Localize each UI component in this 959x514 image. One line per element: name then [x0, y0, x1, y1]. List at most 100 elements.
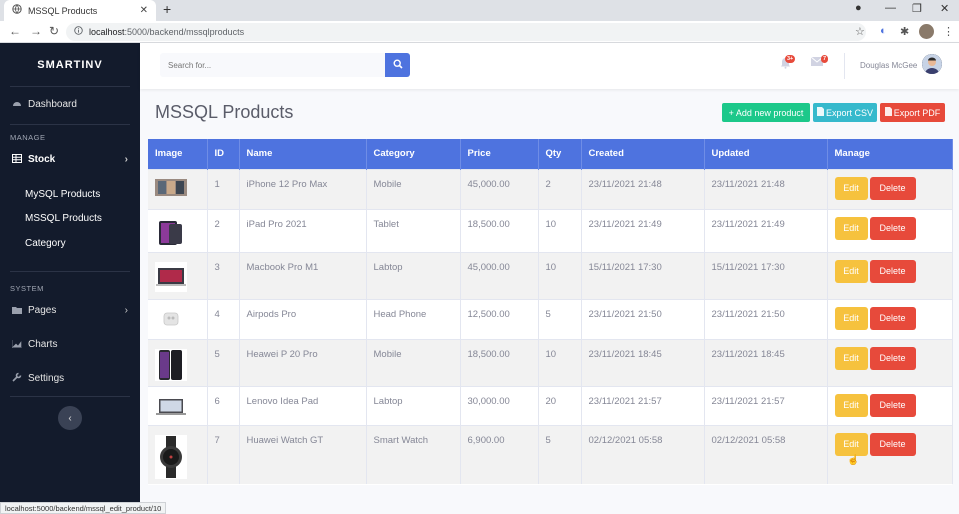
- user-avatar[interactable]: [922, 54, 942, 74]
- edit-button[interactable]: Edit: [834, 176, 868, 200]
- extension-logo-icon[interactable]: ◐: [880, 25, 887, 37]
- column-header[interactable]: ID: [207, 139, 240, 169]
- sidebar-item-category[interactable]: Category: [25, 238, 66, 249]
- column-header[interactable]: Created: [581, 139, 705, 169]
- ipad-thumbnail: [155, 218, 207, 249]
- table-row: 6 Lenovo Idea Pad Labtop 30,000.00 20 23…: [148, 385, 953, 425]
- tab-search-icon[interactable]: ●: [855, 2, 862, 14]
- cell-category: Labtop: [366, 385, 461, 425]
- table-row: 1 iPhone 12 Pro Max Mobile 45,000.00 2 2…: [148, 168, 953, 209]
- brand-logo[interactable]: SMARTINV: [10, 43, 130, 87]
- sidebar-item-label: Dashboard: [28, 98, 77, 110]
- add-product-button[interactable]: + Add new product: [722, 103, 810, 122]
- browser-address-bar: ← → ↻ localhost:5000/backend/mssqlproduc…: [0, 21, 959, 43]
- edit-button[interactable]: Edit: [834, 346, 868, 370]
- chevron-right-icon: ›: [124, 154, 128, 165]
- cell-price: 18,500.00: [460, 338, 539, 386]
- menu-kebab-icon[interactable]: ⋮: [943, 26, 954, 38]
- delete-button[interactable]: Delete: [869, 216, 916, 240]
- restore-icon[interactable]: ❐: [912, 3, 922, 15]
- column-header[interactable]: Category: [366, 139, 461, 169]
- cell-id: 5: [207, 338, 240, 386]
- page-title: MSSQL Products: [155, 102, 294, 122]
- sidebar-toggle-button[interactable]: ‹: [58, 406, 82, 430]
- edit-button[interactable]: Edit: [834, 432, 868, 456]
- cell-category: Mobile: [366, 338, 461, 386]
- sidebar-item-mysql-products[interactable]: MySQL Products: [25, 189, 101, 200]
- table-row: 7 Huawei Watch GT Smart Watch 6,900.00 5…: [148, 424, 953, 484]
- sidebar-divider: [10, 396, 130, 397]
- back-icon[interactable]: ←: [9, 24, 21, 38]
- delete-button[interactable]: Delete: [869, 176, 916, 200]
- file-pdf-icon: [884, 107, 892, 118]
- export-csv-button[interactable]: Export CSV: [813, 103, 877, 122]
- cell-name: Lenovo Idea Pad: [239, 385, 367, 425]
- column-header[interactable]: Updated: [704, 139, 828, 169]
- edit-button[interactable]: Edit: [834, 393, 868, 417]
- export-pdf-button[interactable]: Export PDF: [880, 103, 945, 122]
- profile-avatar[interactable]: [919, 24, 934, 39]
- url-field[interactable]: localhost:5000/backend/mssqlproducts: [66, 23, 866, 41]
- cell-updated: 15/11/2021 17:30: [704, 251, 828, 299]
- watch-thumbnail: [155, 434, 207, 482]
- column-header[interactable]: Image: [148, 139, 208, 169]
- cell-created: 23/11/2021 21:50: [581, 298, 705, 339]
- cell-id: 2: [207, 208, 240, 252]
- cell-category: Labtop: [366, 251, 461, 299]
- cell-name: iPhone 12 Pro Max: [239, 168, 367, 209]
- hand-cursor-icon: ☝: [847, 455, 860, 466]
- star-icon[interactable]: ☆: [855, 26, 865, 38]
- table-icon: [12, 154, 22, 165]
- puzzle-icon[interactable]: ✱: [900, 26, 910, 38]
- cell-id: 6: [207, 385, 240, 425]
- minimize-icon[interactable]: —: [885, 2, 896, 14]
- sidebar-item-dashboard[interactable]: Dashboard: [12, 98, 128, 110]
- sidebar-item-charts[interactable]: Charts: [11, 339, 128, 350]
- column-header[interactable]: Qty: [538, 139, 582, 169]
- column-header[interactable]: Price: [460, 139, 539, 169]
- file-icon: [816, 107, 824, 118]
- delete-button[interactable]: Delete: [869, 346, 916, 370]
- edit-button[interactable]: Edit: [834, 306, 868, 330]
- reload-icon[interactable]: ↻: [49, 24, 60, 38]
- forward-icon[interactable]: →: [30, 24, 42, 38]
- cell-id: 1: [207, 168, 240, 209]
- export-pdf-label: Export PDF: [893, 107, 941, 118]
- user-name[interactable]: Douglas McGee: [860, 61, 918, 70]
- sidebar-item-settings[interactable]: Settings: [12, 372, 128, 384]
- column-header[interactable]: Name: [239, 139, 367, 169]
- products-table: Image ID Name Category Price Qty Created…: [148, 139, 953, 485]
- delete-button[interactable]: Delete: [869, 432, 916, 456]
- delete-button[interactable]: Delete: [869, 393, 916, 417]
- cell-name: Heawei P 20 Pro: [239, 338, 367, 386]
- cell-created: 23/11/2021 21:48: [581, 168, 705, 209]
- edit-button[interactable]: Edit: [834, 259, 868, 283]
- delete-button[interactable]: Delete: [869, 259, 916, 283]
- edit-button[interactable]: Edit: [834, 216, 868, 240]
- cell-qty: 10: [538, 251, 582, 299]
- sidebar-item-pages[interactable]: Pages ›: [12, 305, 128, 316]
- table-row: 4 Airpods Pro Head Phone 12,500.00 5 23/…: [148, 298, 953, 339]
- cell-price: 45,000.00: [460, 251, 539, 299]
- url-path: :5000/backend/mssqlproducts: [124, 27, 245, 37]
- search-button[interactable]: [385, 53, 410, 77]
- cell-price: 18,500.00: [460, 208, 539, 252]
- search-input[interactable]: [160, 53, 385, 77]
- lenovo-thumbnail: [155, 395, 207, 421]
- cell-created: 23/11/2021 21:57: [581, 385, 705, 425]
- browser-tab[interactable]: MSSQL Products ✕: [4, 0, 156, 21]
- add-product-label: Add new product: [735, 107, 804, 118]
- cell-qty: 5: [538, 298, 582, 339]
- info-icon: [74, 26, 83, 38]
- column-header[interactable]: Manage: [827, 139, 953, 169]
- table-row: 5 Heawei P 20 Pro Mobile 18,500.00 10 23…: [148, 338, 953, 386]
- cell-price: 12,500.00: [460, 298, 539, 339]
- messages-badge: 7: [821, 55, 829, 63]
- sidebar-item-mssql-products[interactable]: MSSQL Products: [25, 213, 102, 224]
- new-tab-icon[interactable]: +: [163, 1, 172, 17]
- delete-button[interactable]: Delete: [869, 306, 916, 330]
- cell-name: Huawei Watch GT: [239, 424, 367, 484]
- tab-close-icon[interactable]: ✕: [139, 5, 148, 16]
- window-close-icon[interactable]: ✕: [940, 3, 950, 15]
- sidebar-item-stock[interactable]: Stock ›: [12, 154, 128, 165]
